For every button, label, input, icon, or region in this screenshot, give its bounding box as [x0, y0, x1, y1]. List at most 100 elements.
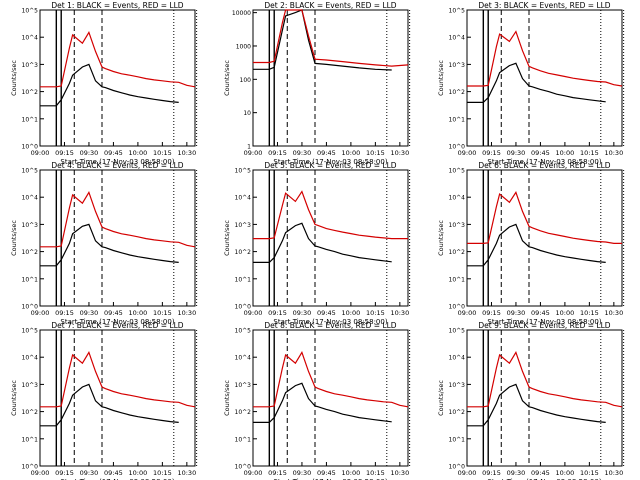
x-tick-label: 10:00	[129, 149, 148, 157]
x-axis-label: Start Time (17-Nov-03 08:58:00)	[60, 158, 174, 166]
x-tick-label: 10:15	[153, 309, 172, 317]
x-tick-label: 10:00	[556, 149, 575, 157]
x-tick-label: 10:15	[580, 149, 599, 157]
x-tick-label: 10:15	[153, 469, 172, 477]
y-tick-label: 10^3	[449, 222, 466, 229]
y-tick-label: 10^2	[22, 89, 39, 96]
x-tick-label: 09:30	[293, 149, 312, 157]
x-tick-label: 09:00	[458, 309, 477, 317]
x-axis-label: Start Time (17-Nov-03 08:58:00)	[487, 318, 601, 326]
x-tick-label: 09:30	[507, 309, 526, 317]
y-tick-label: 10^2	[235, 249, 252, 256]
x-tick-label: 09:45	[531, 309, 550, 317]
y-tick-label: 10^4	[449, 195, 466, 202]
x-tick-label: 10:30	[390, 469, 409, 477]
x-tick-label: 09:45	[104, 469, 123, 477]
series-line-events	[40, 223, 179, 267]
x-tick-label: 10:15	[153, 149, 172, 157]
x-axis-label: Start Time (17-Nov-03 08:58:00)	[273, 158, 387, 166]
y-tick-label: 10^1	[22, 436, 39, 443]
x-axis-label: Start Time (17-Nov-03 08:58:00)	[60, 478, 174, 480]
y-tick-label: 10^2	[449, 409, 466, 416]
y-tick-label: 10^4	[449, 35, 466, 42]
y-axis-label: Counts/sec	[223, 380, 231, 416]
x-axis-label: Start Time (17-Nov-03 08:58:00)	[487, 478, 601, 480]
y-tick-label: 10^5	[22, 8, 39, 15]
x-tick-label: 09:45	[317, 469, 336, 477]
series-line-lld	[253, 190, 408, 240]
y-axis-label: Counts/sec	[10, 220, 18, 256]
chart-title: Det 9: BLACK = Events, RED = LLD	[478, 321, 610, 330]
x-tick-label: 09:15	[268, 469, 287, 477]
detector-panel-1: Det 1: BLACK = Events, RED = LLD Counts/s…	[10, 1, 198, 166]
x-tick-label: 10:15	[580, 469, 599, 477]
x-tick-label: 10:30	[390, 309, 409, 317]
plot-frame	[466, 9, 623, 147]
x-tick-label: 10:30	[177, 469, 196, 477]
x-tick-label: 09:30	[507, 149, 526, 157]
series-line-lld	[40, 190, 196, 248]
x-axis-label: Start Time (17-Nov-03 08:58:00)	[60, 318, 174, 326]
x-tick-label: 09:15	[268, 309, 287, 317]
detector-panel-4: Det 4: BLACK = Events, RED = LLD Counts/s…	[10, 161, 198, 326]
x-axis-label: Start Time (17-Nov-03 08:58:00)	[487, 158, 601, 166]
series-line-lld	[467, 30, 623, 87]
series-line-lld	[253, 9, 409, 67]
series-line-events	[40, 383, 179, 427]
y-tick-label: 10^0	[22, 144, 39, 151]
y-tick-label: 10^3	[235, 382, 252, 389]
chart-title: Det 5: BLACK = Events, RED = LLD	[264, 161, 396, 170]
plot-frame	[466, 169, 623, 307]
y-tick-label: 10^4	[22, 195, 39, 202]
x-tick-label: 09:45	[317, 149, 336, 157]
y-tick-label: 10^0	[235, 304, 252, 311]
chart-title: Det 3: BLACK = Events, RED = LLD	[478, 1, 610, 10]
y-tick-label: 10^4	[235, 195, 252, 202]
detector-panel-9: Det 9: BLACK = Events, RED = LLD Counts/s…	[437, 321, 625, 480]
x-tick-label: 10:00	[129, 469, 148, 477]
y-tick-label: 10^5	[449, 8, 466, 15]
y-axis-label: Counts/sec	[437, 60, 445, 96]
x-tick-label: 09:00	[458, 469, 477, 477]
y-tick-label: 10^0	[235, 464, 252, 471]
x-tick-label: 09:15	[482, 309, 501, 317]
y-tick-label: 10^5	[449, 168, 466, 175]
y-tick-label: 10^5	[22, 328, 39, 335]
x-tick-label: 10:30	[604, 469, 623, 477]
y-tick-label: 10000	[232, 10, 251, 17]
chart-title: Det 4: BLACK = Events, RED = LLD	[51, 161, 183, 170]
x-tick-label: 10:15	[366, 149, 385, 157]
x-tick-label: 10:00	[342, 309, 361, 317]
y-axis-label: Counts/sec	[10, 60, 18, 96]
x-tick-label: 09:00	[244, 149, 263, 157]
y-tick-label: 10^1	[235, 276, 252, 283]
series-line-lld	[253, 350, 409, 408]
y-tick-label: 10^0	[22, 304, 39, 311]
y-tick-label: 10^4	[449, 355, 466, 362]
y-tick-label: 10^0	[449, 464, 466, 471]
plot-frame	[252, 9, 409, 147]
series-line-lld	[40, 350, 196, 408]
x-tick-label: 09:15	[268, 149, 287, 157]
x-tick-label: 09:00	[31, 309, 50, 317]
x-tick-label: 09:00	[31, 149, 50, 157]
chart-title: Det 1: BLACK = Events, RED = LLD	[51, 1, 183, 10]
x-tick-label: 09:45	[531, 469, 550, 477]
x-tick-label: 10:30	[604, 309, 623, 317]
x-tick-label: 09:15	[55, 309, 74, 317]
plot-frame	[39, 169, 196, 307]
x-tick-label: 09:15	[55, 149, 74, 157]
plot-frame	[39, 329, 196, 467]
x-tick-label: 09:45	[317, 309, 336, 317]
x-tick-label: 10:30	[604, 149, 623, 157]
y-tick-label: 10^4	[22, 35, 39, 42]
x-tick-label: 09:30	[80, 309, 99, 317]
y-tick-label: 10^3	[22, 382, 39, 389]
detector-panel-7: Det 7: BLACK = Events, RED = LLD Counts/s…	[10, 321, 198, 480]
x-tick-label: 09:15	[482, 469, 501, 477]
y-tick-label: 10^0	[449, 304, 466, 311]
y-tick-label: 10^2	[449, 249, 466, 256]
y-tick-label: 10^5	[235, 328, 252, 335]
x-tick-label: 10:30	[177, 309, 196, 317]
y-tick-label: 10	[243, 110, 251, 117]
